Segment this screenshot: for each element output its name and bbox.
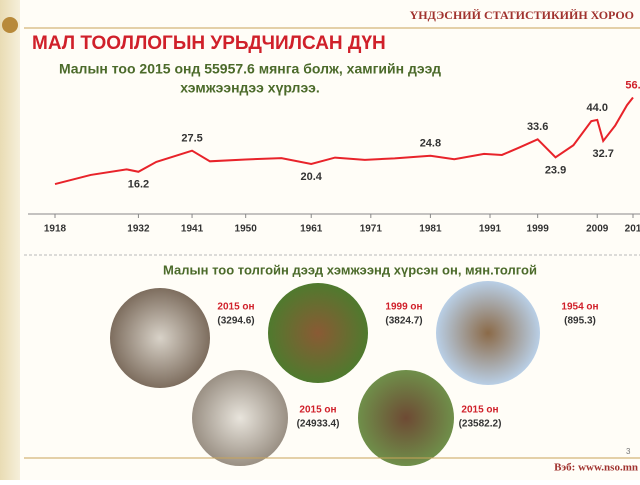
x-tick-label: 1918 bbox=[44, 224, 67, 235]
data-label: 23.9 bbox=[545, 164, 566, 176]
x-tick-label: 1971 bbox=[360, 224, 383, 235]
photo bbox=[110, 288, 210, 388]
x-tick-label: 1932 bbox=[127, 224, 150, 235]
section-title: Малын тоо толгойн дээд хэмжээнд хүрсэн о… bbox=[163, 262, 537, 277]
data-label: 27.5 bbox=[181, 133, 202, 145]
chart-title: хэмжээндээ хүрлээ. bbox=[180, 80, 320, 96]
data-label: 20.4 bbox=[301, 171, 323, 183]
logo bbox=[2, 17, 18, 33]
item-value: (3824.7) bbox=[385, 316, 422, 327]
photo bbox=[268, 283, 368, 383]
slide-title: МАЛ ТООЛЛОГЫН УРЬДЧИЛСАН ДҮН bbox=[32, 33, 386, 54]
item-value: (24933.4) bbox=[297, 419, 340, 430]
item-year: 2015 он bbox=[461, 405, 498, 416]
x-tick-label: 1961 bbox=[300, 224, 323, 235]
background bbox=[20, 0, 640, 480]
sidebar bbox=[0, 0, 20, 480]
x-tick-label: 1991 bbox=[479, 224, 502, 235]
data-label: 32.7 bbox=[592, 148, 613, 160]
x-tick-label: 1981 bbox=[419, 224, 442, 235]
data-label: 24.8 bbox=[420, 138, 441, 150]
x-tick-label: 1950 bbox=[235, 224, 258, 235]
org-name: ҮНДЭСНИЙ СТАТИСТИКИЙН ХОРОО bbox=[410, 8, 634, 22]
footer-web: Вэб: www.nso.mn bbox=[554, 462, 638, 474]
photo bbox=[436, 281, 540, 385]
chart-title: Малын тоо 2015 онд 55957.6 мянга болж, х… bbox=[59, 61, 441, 77]
item-value: (895.3) bbox=[564, 316, 596, 327]
item-value: (3294.6) bbox=[217, 316, 254, 327]
x-tick-label: 1941 bbox=[181, 224, 204, 235]
item-year: 1954 он bbox=[561, 302, 598, 313]
item-year: 2015 он bbox=[299, 405, 336, 416]
photo bbox=[192, 370, 288, 466]
x-tick-label: 1999 bbox=[527, 224, 550, 235]
item-year: 1999 он bbox=[385, 302, 422, 313]
x-tick-label: 201 bbox=[625, 224, 640, 235]
data-label: 44.0 bbox=[587, 102, 608, 114]
item-value: (23582.2) bbox=[459, 419, 502, 430]
photo bbox=[358, 370, 454, 466]
page-number: 3 bbox=[626, 447, 631, 456]
data-label: 33.6 bbox=[527, 121, 548, 133]
data-line bbox=[54, 96, 634, 186]
data-label: 56. bbox=[625, 79, 640, 91]
x-tick-label: 2009 bbox=[586, 224, 609, 235]
item-year: 2015 он bbox=[217, 302, 254, 313]
data-label: 16.2 bbox=[128, 179, 149, 191]
